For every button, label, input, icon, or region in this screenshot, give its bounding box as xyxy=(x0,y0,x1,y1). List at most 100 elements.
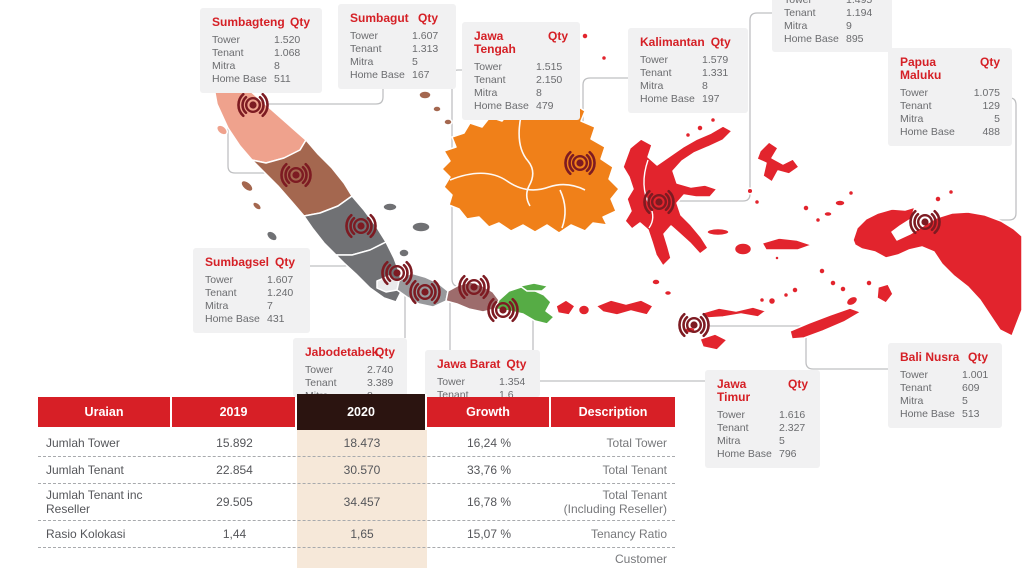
cell-2019: 29.505 xyxy=(216,495,253,509)
highlight-2020-column xyxy=(297,430,427,568)
stat-value: 1.068 xyxy=(274,47,301,59)
stat-label: Home Base xyxy=(350,69,405,81)
stat-value: 1.331 xyxy=(702,67,729,79)
stat-row: Mitra 5 xyxy=(900,113,1000,126)
qty-header: Qty xyxy=(289,15,310,29)
stat-row: Tenant 1.068 xyxy=(212,47,310,60)
islands-bali-nusra xyxy=(555,279,888,351)
cell-growth: 1,13 % xyxy=(427,548,551,568)
column-header-growth: Growth xyxy=(427,397,551,427)
papua-signal-icon xyxy=(909,209,941,235)
qty-header: Qty xyxy=(787,377,808,391)
stat-row: Home Base 796 xyxy=(717,448,808,461)
cell-2019: 88,6 xyxy=(172,548,297,568)
stat-value: 8 xyxy=(536,87,542,99)
table-body: Jumlah Tower 15.892 18.473 16,24 % Total Tow… xyxy=(38,430,675,568)
jabodetabek-signal-icon xyxy=(381,260,413,286)
stat-label: Home Base xyxy=(900,408,955,420)
callout-title-row: Jawa Timur Qty xyxy=(717,378,808,404)
column-header-description: Description xyxy=(551,397,675,427)
stat-label: Mitra xyxy=(205,300,229,312)
callout-title-row: Sumbagut Qty xyxy=(350,12,444,25)
cell-2019: 1,44 xyxy=(222,527,247,541)
stat-row: Mitra 5 xyxy=(900,395,990,408)
stat-label: Mitra xyxy=(350,56,374,68)
qty-header: Qty xyxy=(275,255,296,269)
stat-label: Home Base xyxy=(474,100,529,112)
stat-row: Mitra 8 xyxy=(640,80,736,93)
stat-label: Tower xyxy=(437,376,466,388)
cell-2020: 34.457 xyxy=(343,495,381,509)
cell-description: Total Tenant xyxy=(602,463,668,477)
cell-growth: 16,78 % xyxy=(466,495,512,509)
stat-label: Tenant xyxy=(474,74,506,86)
islands-maluku xyxy=(706,141,894,307)
stat-label: Tenant xyxy=(212,47,244,59)
stat-row: Mitra 8 xyxy=(212,60,310,73)
callout-title-row: Jabodetabek Qty xyxy=(305,346,395,359)
stat-row: Tenant 1.331 xyxy=(640,67,736,80)
stats-table: Uraian 2019 2020 Growth Description Juml… xyxy=(38,394,675,568)
stat-row: Tower 1.607 xyxy=(350,30,444,43)
callout-title-row: Kalimantan Qty xyxy=(640,36,736,49)
stat-label: Mitra xyxy=(900,113,924,125)
stat-label: Tower xyxy=(205,274,234,286)
qty-header: Qty xyxy=(547,29,568,43)
callout-papua-maluku: Papua Maluku Qty Tower 1.075 Tenant 129 Mitra 5… xyxy=(888,48,1012,146)
region-name: Papua Maluku xyxy=(900,55,942,82)
sumbagsel-signal-icon xyxy=(345,213,377,239)
cell-growth: 15,07 % xyxy=(466,527,512,541)
callout-sulawesi-partial: Tower 1.495 Tenant 1.194 Mitra 9 Home Base 895 xyxy=(772,0,892,52)
stat-label: Mitra xyxy=(900,395,924,407)
callout-jawa-timur: Jawa Timur Qty Tower 1.616 Tenant 2.327 Mitra 5… xyxy=(705,370,820,468)
qty-header: Qty xyxy=(418,11,439,25)
stat-row: Home Base 513 xyxy=(900,408,990,421)
stat-row: Tenant 1.6 xyxy=(437,389,528,397)
stat-label: Tenant xyxy=(437,389,469,397)
stat-value: 9 xyxy=(846,20,852,32)
island-madura xyxy=(519,282,549,292)
jawa-barat-signal-icon xyxy=(409,279,441,305)
qty-header: Qty xyxy=(710,35,731,49)
stat-row: Home Base 895 xyxy=(784,33,880,46)
stat-row: Mitra 9 xyxy=(784,20,880,33)
kalimantan-signal-icon xyxy=(564,150,596,176)
callout-title-row: Jawa Barat Qty xyxy=(437,358,528,371)
stat-row: Tenant 129 xyxy=(900,100,1000,113)
callout-sumbagteng: Sumbagteng Qty Tower 1.520 Tenant 1.068 Mitra 8… xyxy=(200,8,322,93)
callout-bali-nusra: Bali Nusra Qty Tower 1.001 Tenant 609 Mitra 5 Ho… xyxy=(888,343,1002,428)
stat-value: 5 xyxy=(962,395,968,407)
stat-row: Tower 1.354 xyxy=(437,376,528,389)
stat-row: Home Base 488 xyxy=(900,126,1000,139)
stat-row: Tenant 3.389 xyxy=(305,377,395,390)
bali-nusra-signal-icon xyxy=(678,312,710,338)
stat-label: Tenant xyxy=(350,43,382,55)
cell-uraian: Jumlah Tower xyxy=(46,436,120,450)
cell-2020: 18.473 xyxy=(343,436,381,450)
stat-label: Tenant xyxy=(900,382,932,394)
cell-uraian: Jumlah Tenant inc Reseller xyxy=(46,488,143,516)
stat-label: Mitra xyxy=(717,435,741,447)
stat-row: Mitra 7 xyxy=(205,300,298,313)
cell-uraian: CSI xyxy=(38,548,172,568)
table-row: Jumlah Tenant 22.854 30.570 33,76 % Total Te… xyxy=(38,457,675,484)
region-name: Kalimantan xyxy=(640,35,705,49)
cell-growth: 16,24 % xyxy=(466,436,512,450)
stat-value: 1.6 xyxy=(499,389,514,397)
table-row: Rasio Kolokasi 1,44 1,65 15,07 % Tenancy Rat… xyxy=(38,521,675,548)
cell-2019: 22.854 xyxy=(216,463,253,477)
stat-label: Tower xyxy=(474,61,503,73)
sulawesi-signal-icon xyxy=(643,189,675,215)
stat-row: Tower 1.001 xyxy=(900,369,990,382)
region-name: Jawa Timur xyxy=(717,377,751,404)
qty-header: Qty xyxy=(506,357,527,371)
island-java-jawa-timur xyxy=(494,286,555,325)
stat-label: Mitra xyxy=(640,80,664,92)
stat-label: Home Base xyxy=(900,126,955,138)
stat-value: 167 xyxy=(412,69,430,81)
cell-description: Tenancy Ratio xyxy=(590,527,667,541)
cell-2019: 15.892 xyxy=(216,436,253,450)
stat-label: Tenant xyxy=(784,7,816,19)
